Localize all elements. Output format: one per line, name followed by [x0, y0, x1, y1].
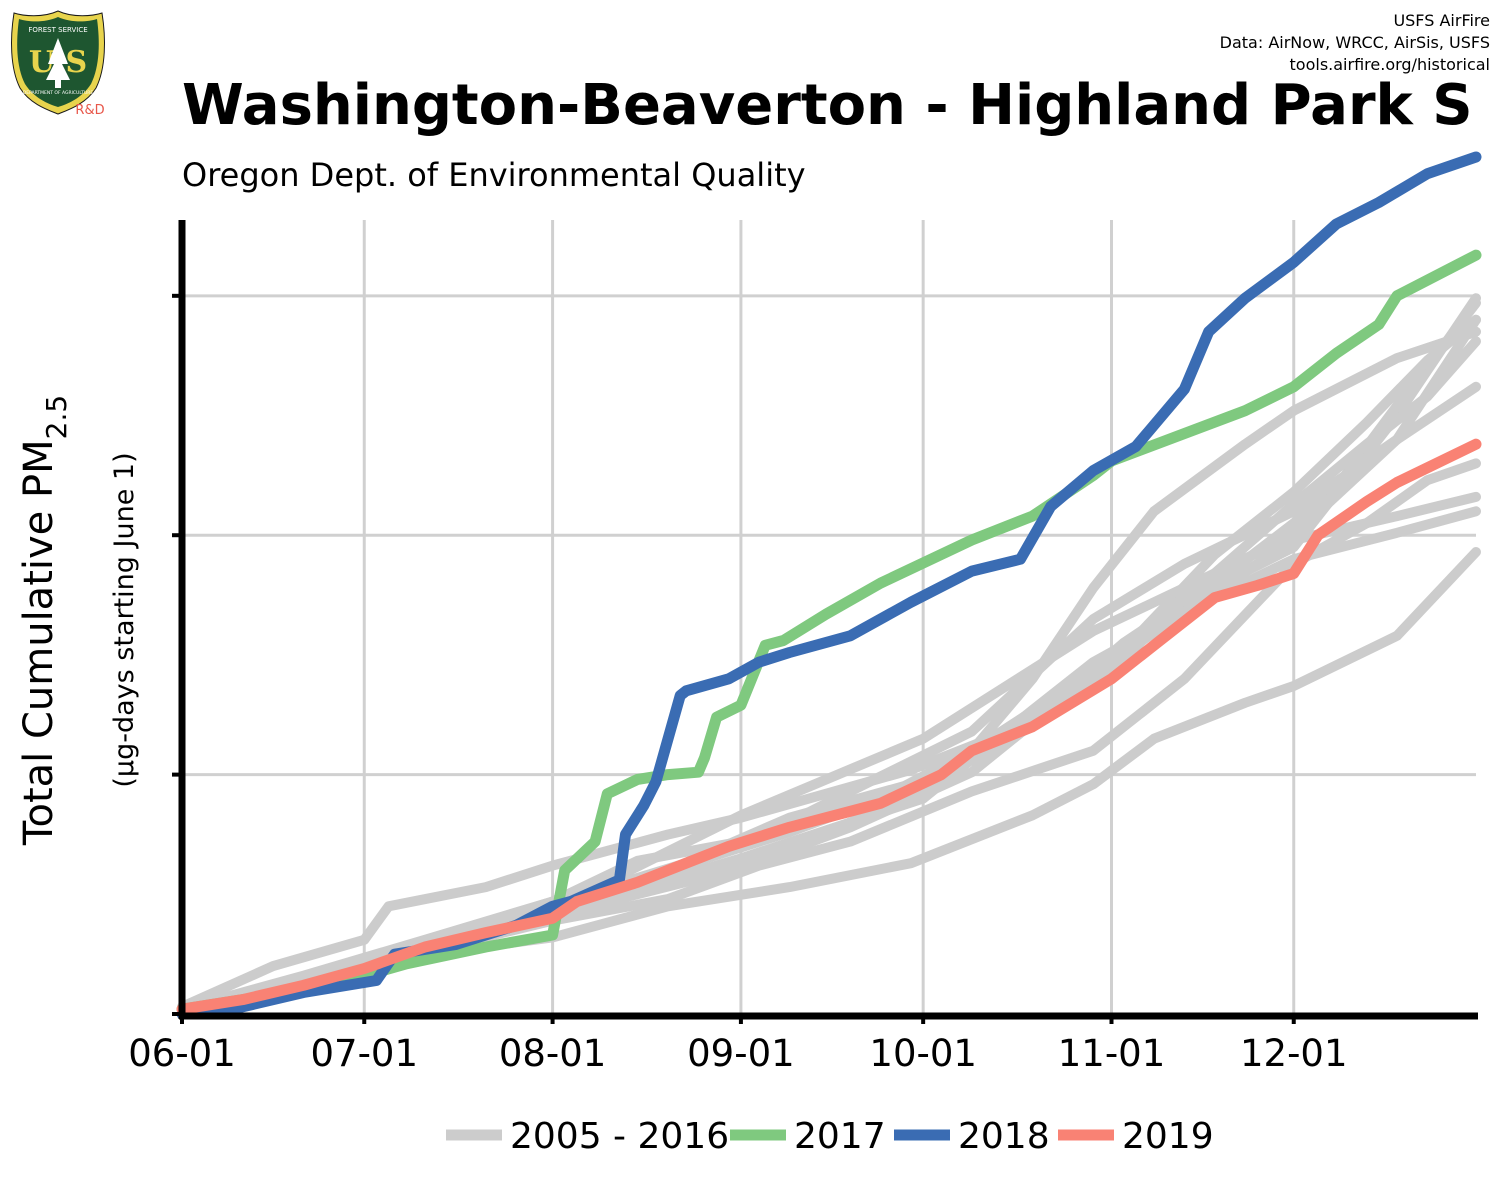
credit-url: tools.airfire.org/historical	[1289, 55, 1490, 74]
legend: 2005 - 2016 2017 2018 2019	[446, 1116, 1214, 1157]
x-tick-label: 09-01	[687, 1032, 795, 1075]
legend-label: 2018	[958, 1116, 1050, 1157]
x-tick-label: 07-01	[310, 1032, 418, 1075]
logo-top-text: FOREST SERVICE	[28, 26, 87, 34]
series-line-historical	[177, 336, 1481, 1017]
usfs-shield-icon: FOREST SERVICE U S DEPARTMENT OF AGRICUL…	[11, 10, 105, 118]
y-axis-units-label: (µg-days starting June 1)	[109, 452, 140, 787]
x-tick-label: 08-01	[499, 1032, 607, 1075]
series-lines	[176, 151, 1482, 1020]
chart-subtitle: Oregon Dept. of Environmental Quality	[182, 156, 806, 194]
credit-data: Data: AirNow, WRCC, AirSis, USFS	[1219, 33, 1490, 52]
credits: USFS AirFire Data: AirNow, WRCC, AirSis,…	[1220, 10, 1490, 76]
series-line-historical	[177, 326, 1481, 1017]
x-ticks: 06-01 07-01 08-01 09-01 10-01 11-01 12-01	[128, 1014, 1348, 1075]
series-line-2019	[176, 438, 1482, 1015]
y-ticks	[172, 293, 182, 1016]
x-tick-label: 06-01	[128, 1032, 236, 1075]
y-axis-label: Total Cumulative PM2.5	[16, 395, 73, 846]
series-line-historical	[177, 298, 1481, 1015]
series-line-2017	[176, 249, 1482, 1015]
x-tick-label: 12-01	[1240, 1032, 1348, 1075]
logo-tag: R&D	[75, 103, 104, 118]
series-line-historical	[177, 506, 1481, 1017]
chart-title: Washington-Beaverton - Highland Park S	[182, 73, 1473, 138]
axes	[178, 220, 1478, 1020]
x-tick-label: 11-01	[1058, 1032, 1166, 1075]
series-line-2018	[176, 151, 1482, 1020]
legend-label: 2017	[794, 1116, 886, 1157]
legend-label: 2005 - 2016	[510, 1116, 729, 1157]
series-line-historical	[177, 293, 1481, 1012]
x-tick-label: 10-01	[869, 1032, 977, 1075]
legend-label: 2019	[1122, 1116, 1214, 1157]
logo-bottom-text: DEPARTMENT OF AGRICULTURE	[23, 90, 94, 96]
credit-source: USFS AirFire	[1393, 11, 1490, 30]
